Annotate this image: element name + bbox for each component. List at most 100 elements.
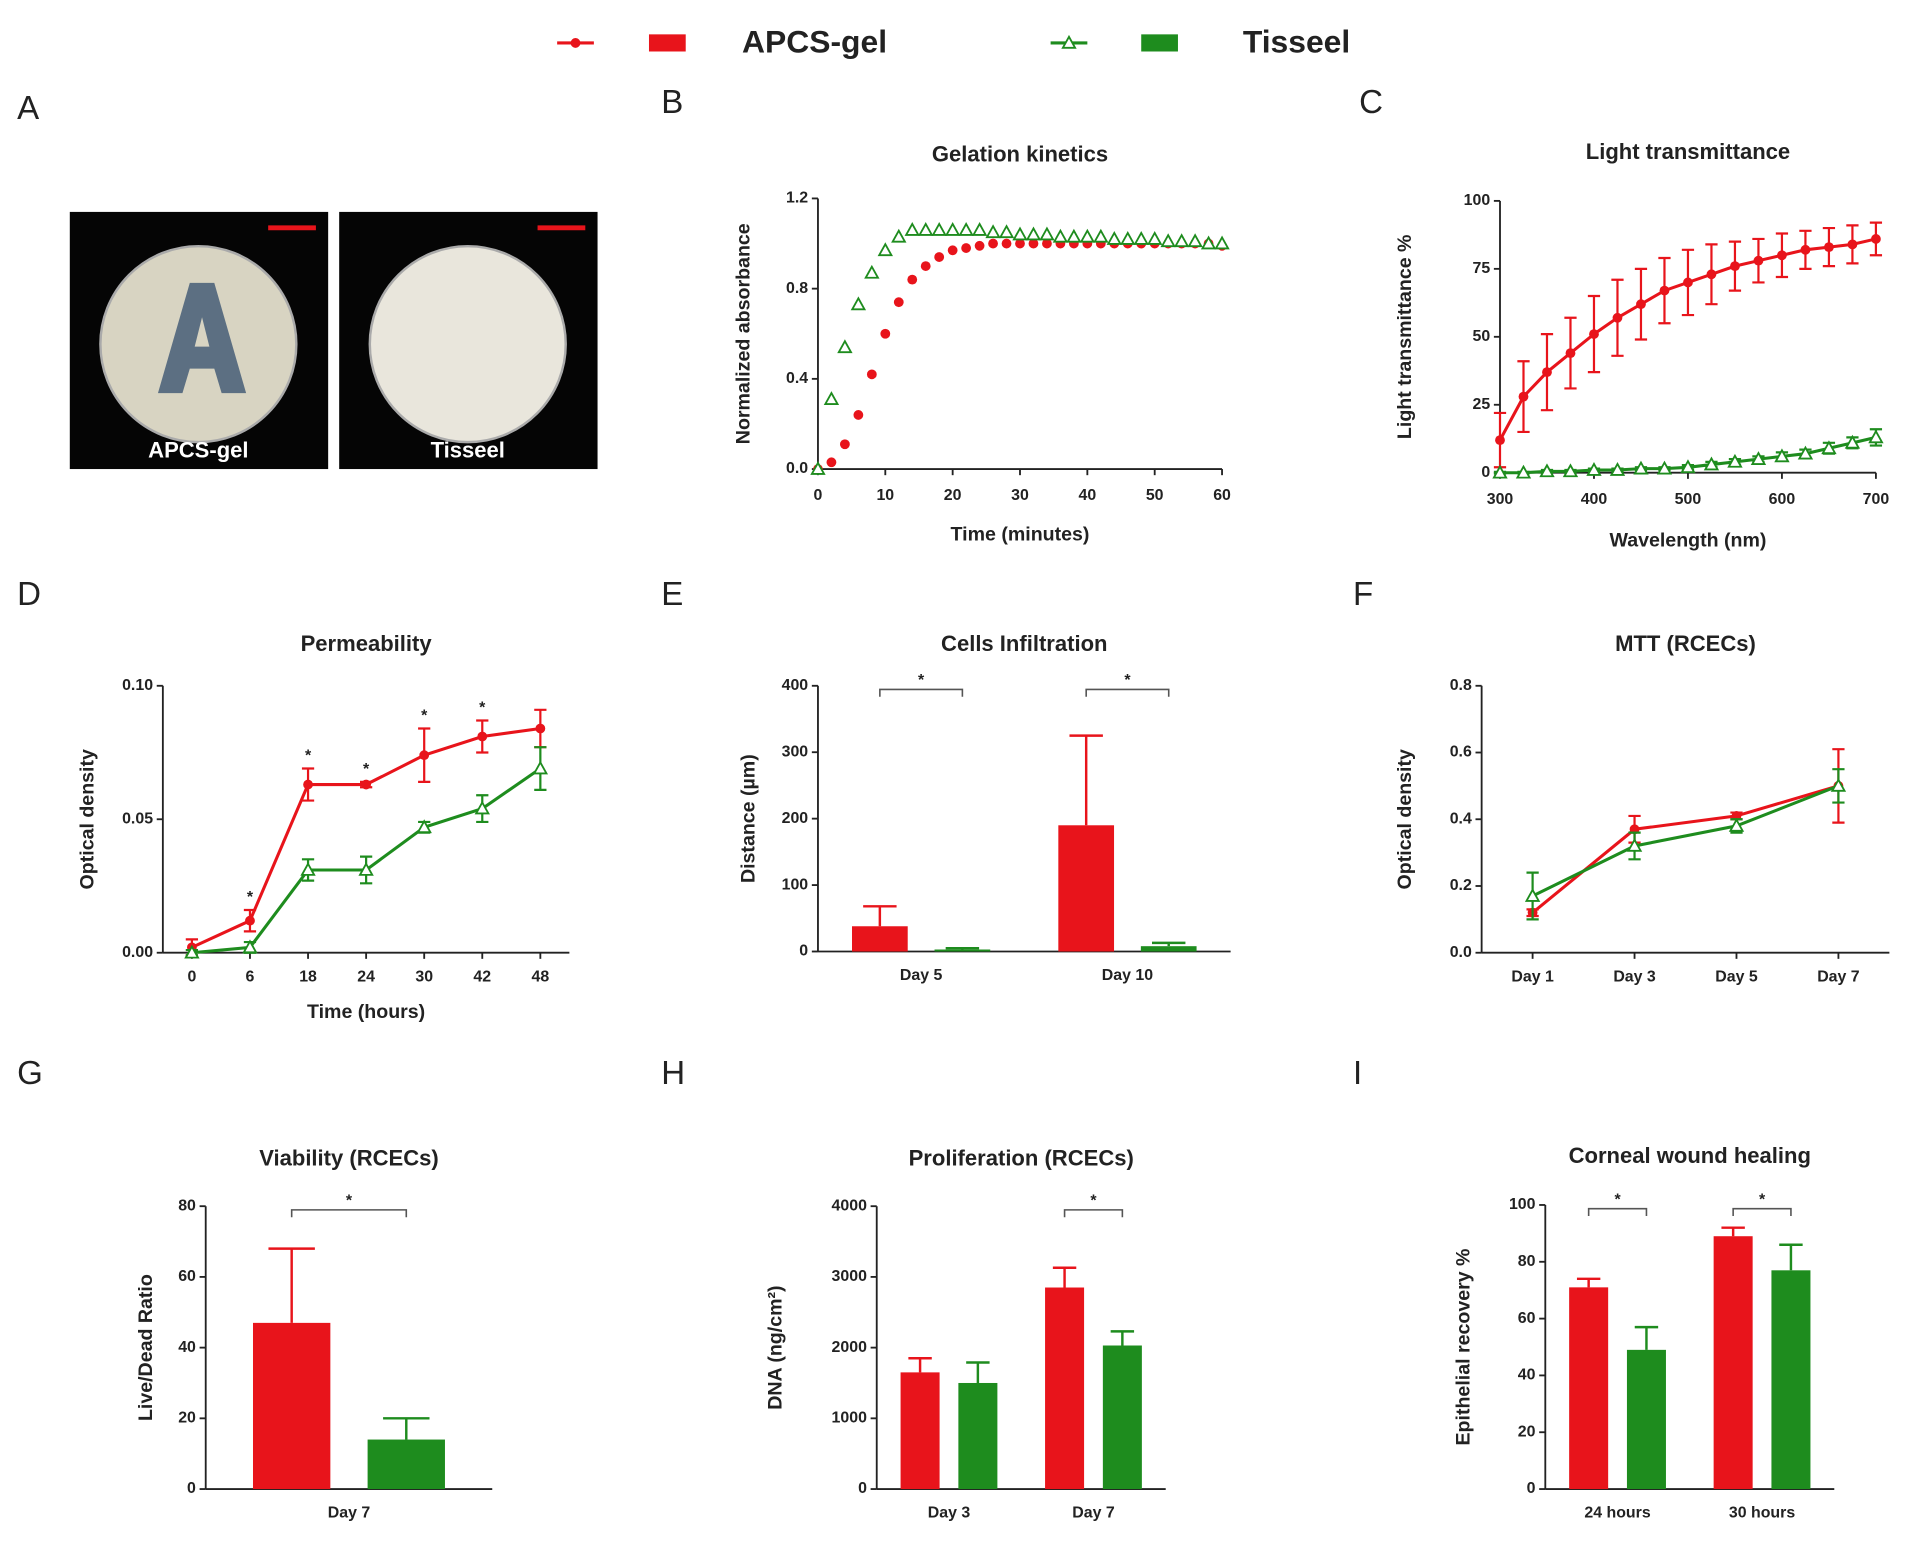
y-tick-label: 0 (1481, 464, 1490, 481)
significance-mark: * (305, 747, 312, 764)
point-marker (300, 861, 316, 876)
point-marker (904, 221, 920, 236)
y-axis-label: DNA (ng/cm²) (764, 1285, 786, 1409)
point-marker (1844, 434, 1861, 449)
y-tick-label: 0 (858, 1480, 867, 1497)
y-axis-label: Optical density (76, 749, 98, 889)
point-marker (1774, 448, 1790, 463)
y-tick-label: 0.0 (1450, 944, 1472, 961)
point-marker (920, 261, 931, 271)
x-tick-label: 6 (246, 968, 255, 985)
x-tick-label: Day 7 (1072, 1505, 1115, 1522)
point-marker (532, 760, 549, 775)
x-tick-label: Day 10 (1102, 967, 1153, 984)
point-marker (242, 939, 258, 954)
y-tick-label: 0 (187, 1480, 196, 1497)
panel-letter: A (17, 90, 39, 127)
point-marker (985, 224, 1001, 239)
error-bar (1052, 1266, 1077, 1288)
x-tick-label: 18 (299, 968, 317, 985)
significance-mark: * (421, 707, 428, 724)
chart-title: Corneal wound healing (1569, 1143, 1811, 1168)
point-marker (1515, 464, 1532, 479)
x-tick-label: 24 hours (1584, 1505, 1650, 1522)
point-marker (1200, 235, 1217, 250)
point-marker (1626, 837, 1643, 852)
y-axis-label: Epithelial recovery % (1453, 1249, 1475, 1446)
legend-swatch (1141, 34, 1178, 52)
point-marker (1562, 463, 1579, 478)
point-marker (1495, 435, 1505, 446)
y-tick-label: 20 (1518, 1423, 1536, 1440)
point-marker (303, 779, 313, 790)
bar (1771, 1270, 1811, 1490)
bar (1045, 1287, 1085, 1490)
point-marker (918, 221, 934, 236)
point-marker (823, 391, 840, 405)
point-marker (1093, 228, 1109, 243)
y-tick-label: 0.05 (122, 810, 153, 827)
y-tick-label: 100 (1509, 1196, 1536, 1213)
point-marker (474, 800, 490, 815)
x-tick-label: 60 (1213, 487, 1231, 504)
point-marker (864, 264, 880, 279)
point-marker (1066, 228, 1082, 243)
point-marker (1728, 817, 1745, 832)
chart-title: Gelation kinetics (932, 141, 1108, 166)
point-marker (1187, 233, 1203, 248)
point-marker (1609, 461, 1626, 476)
point-marker (944, 221, 961, 236)
point-marker (1492, 464, 1508, 479)
point-marker (1028, 238, 1039, 249)
point-marker (893, 297, 904, 308)
point-marker (880, 328, 891, 339)
point-marker (1730, 261, 1740, 272)
error-bar (1576, 1277, 1601, 1288)
y-tick-label: 0 (799, 943, 808, 960)
y-tick-label: 0.10 (122, 677, 153, 694)
y-tick-label: 50 (1473, 328, 1491, 345)
point-marker (1039, 226, 1055, 241)
x-tick-label: 300 (1487, 491, 1514, 508)
chart-title: Proliferation (RCECs) (909, 1145, 1134, 1170)
y-tick-label: 75 (1473, 260, 1491, 277)
point-marker (1824, 242, 1834, 252)
significance-bracket (1063, 1209, 1124, 1218)
point-marker (1079, 228, 1096, 243)
x-tick-label: 500 (1675, 491, 1702, 508)
error-bar (1069, 734, 1103, 826)
x-tick-label: 30 (415, 968, 433, 985)
y-tick-label: 1000 (832, 1410, 868, 1427)
x-axis-label: Time (hours) (307, 1001, 425, 1023)
x-tick-label: 700 (1863, 491, 1890, 508)
error-bar (966, 1361, 990, 1383)
chart-title: MTT (RCECs) (1615, 631, 1756, 656)
point-marker (837, 339, 853, 354)
y-tick-label: 200 (782, 810, 809, 827)
point-marker (1518, 391, 1529, 402)
point-marker (1753, 255, 1764, 266)
x-tick-label: 40 (1078, 487, 1096, 504)
significance-mark: * (918, 672, 925, 689)
point-marker (1120, 231, 1136, 245)
panel-letter: I (1353, 1055, 1362, 1092)
error-bar (1721, 1226, 1745, 1237)
y-tick-label: 40 (178, 1339, 196, 1356)
point-marker (1868, 429, 1884, 444)
y-tick-label: 0.8 (786, 280, 808, 297)
bar (900, 1372, 940, 1490)
photo-dish (99, 244, 298, 444)
bar (252, 1322, 331, 1490)
point-marker (1147, 231, 1163, 245)
point-marker (853, 410, 864, 420)
x-tick-label: 30 hours (1729, 1505, 1795, 1522)
point-marker (1680, 459, 1696, 474)
y-tick-label: 0.8 (1450, 677, 1472, 694)
point-marker (1750, 451, 1767, 465)
y-tick-label: 0.00 (122, 944, 153, 961)
point-marker (1001, 238, 1012, 249)
point-marker (974, 240, 985, 251)
point-marker (1633, 460, 1649, 475)
significance-mark: * (1614, 1191, 1621, 1208)
photo-letter-shape (157, 282, 247, 394)
